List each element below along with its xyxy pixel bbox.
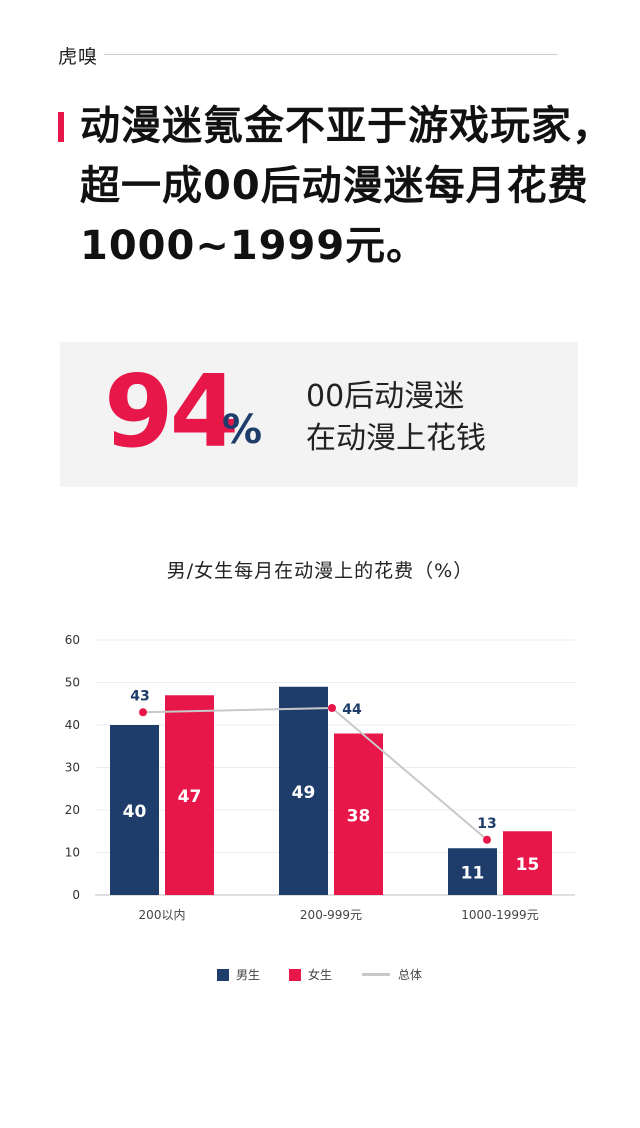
brand-logo: 虎嗅: [58, 46, 99, 68]
x-tick-label: 1000-1999元: [461, 908, 538, 922]
legend-item: 男生: [217, 966, 260, 983]
bar-value-label: 15: [516, 855, 540, 875]
legend-line-swatch: [362, 973, 390, 976]
stat-number: 94: [104, 353, 239, 470]
chart-title: 男/女生每月在动漫上的花费（%）: [166, 560, 474, 582]
page-title: 动漫迷氪金不亚于游戏玩家，超一成00后动漫迷每月花费1000~1999元。: [80, 103, 613, 269]
y-tick-label: 0: [72, 888, 80, 902]
bar-chart: 0 10 20 30 40 50 60 40 47 200以内 49 38 200-999元 11 15 10…: [65, 633, 575, 922]
y-tick-label: 60: [65, 633, 80, 647]
bar-female: [165, 695, 214, 895]
stat-unit: %: [222, 407, 263, 453]
legend-label: 总体: [398, 968, 423, 982]
legend-item: 女生: [289, 966, 332, 983]
legend-color-swatch: [289, 968, 301, 981]
header-divider: [104, 54, 558, 55]
bar-value-label: 40: [123, 802, 147, 822]
total-value-label: 44: [342, 702, 362, 718]
stat-description: 00后动漫迷 在动漫上花钱: [306, 376, 486, 460]
total-point: [328, 704, 336, 712]
legend-label: 男生: [236, 968, 261, 982]
legend-color-swatch: [217, 968, 229, 981]
bar-male: [279, 686, 328, 895]
bar-female: [503, 831, 552, 895]
x-tick-label: 200以内: [139, 908, 186, 922]
title-accent-bar: [58, 112, 64, 142]
bar-value-label: 49: [292, 783, 316, 803]
header: 虎嗅: [58, 40, 558, 70]
stat-line-2: 在动漫上花钱: [306, 421, 486, 456]
total-point: [139, 708, 147, 717]
bar-male: [110, 725, 159, 895]
legend-label: 女生: [308, 968, 333, 982]
bar-value-label: 38: [347, 806, 371, 826]
y-tick-label: 30: [65, 761, 80, 775]
bar-value-label: 47: [178, 787, 202, 807]
y-tick-label: 20: [65, 803, 80, 817]
stat-line-1: 00后动漫迷: [306, 379, 465, 414]
total-point: [483, 835, 491, 844]
chart-legend: 男生 女生 总体: [0, 966, 640, 986]
stat-panel: 94 % 00后动漫迷 在动漫上花钱: [60, 342, 578, 487]
bar-female: [334, 733, 383, 895]
bar-value-label: 11: [461, 864, 485, 884]
y-tick-label: 10: [65, 846, 80, 860]
bar-male: [448, 848, 497, 895]
y-tick-label: 50: [65, 676, 80, 690]
legend-item: 总体: [362, 966, 422, 983]
total-value-label: 43: [130, 688, 149, 704]
total-line-segment: [142, 707, 333, 714]
y-tick-label: 40: [65, 718, 80, 732]
x-tick-label: 200-999元: [300, 908, 362, 922]
total-line-segment: [331, 707, 488, 841]
total-value-label: 13: [477, 816, 496, 832]
